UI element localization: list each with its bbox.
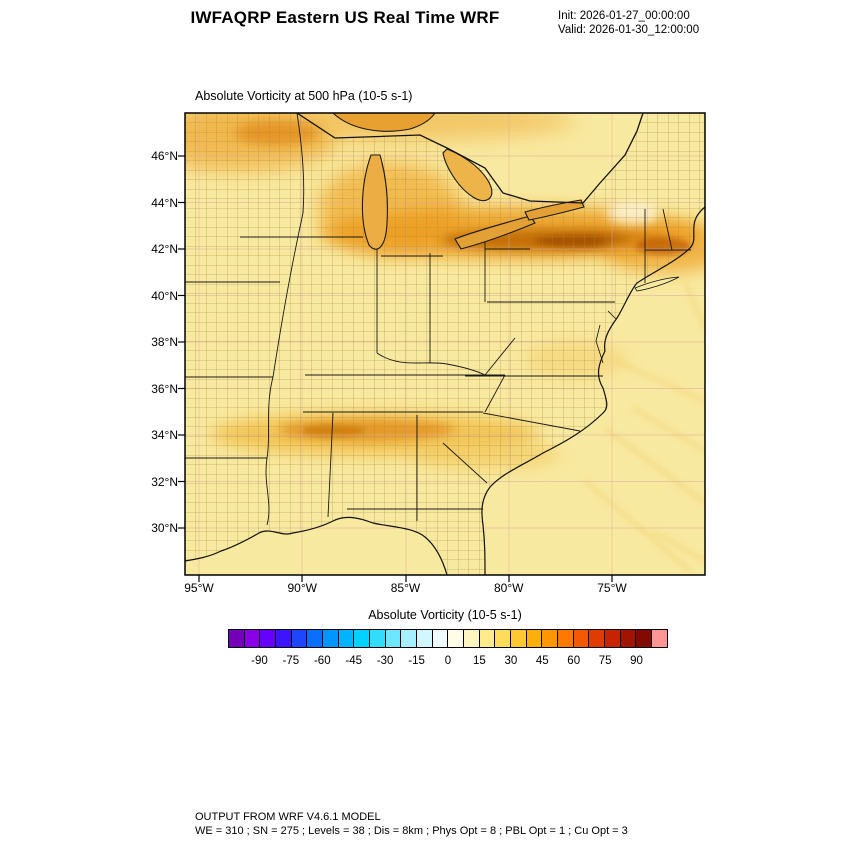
colorbar-segment bbox=[400, 630, 417, 647]
colorbar-tick-label: -30 bbox=[376, 655, 394, 667]
longitude-tick-label: 95°W bbox=[184, 581, 214, 595]
footer: OUTPUT FROM WRF V4.6.1 MODEL WE = 310 ; … bbox=[195, 810, 628, 838]
gulf-coastline bbox=[184, 516, 448, 576]
ocean-vorticity-streaks bbox=[584, 282, 705, 573]
longitude-tick-label: 75°W bbox=[597, 581, 627, 595]
longitude-tick-label: 80°W bbox=[494, 581, 524, 595]
latitude-tick-label: 40°N bbox=[151, 288, 178, 303]
colorbar-segment bbox=[243, 630, 260, 647]
colorbar-tick-label: -60 bbox=[313, 655, 331, 667]
colorbar-segment bbox=[369, 630, 385, 647]
colorbar-tick-label: -75 bbox=[282, 655, 300, 667]
run-info: Init: 2026-01-27_00:00:00 Valid: 2026-01… bbox=[558, 9, 699, 37]
colorbar-segment bbox=[306, 630, 323, 647]
colorbar-segment bbox=[463, 630, 479, 647]
colorbar-segment bbox=[494, 630, 511, 647]
colorbar-segment bbox=[431, 630, 448, 647]
latitude-tick-label: 32°N bbox=[151, 474, 178, 489]
colorbar-tick-label: 90 bbox=[630, 655, 643, 667]
plot-title: Absolute Vorticity at 500 hPa (10-5 s-1) bbox=[195, 89, 413, 103]
colorbar-segment bbox=[337, 630, 354, 647]
colorbar-segment bbox=[525, 630, 542, 647]
page-title: IWFAQRP Eastern US Real Time WRF bbox=[190, 8, 500, 27]
colorbar-segment bbox=[384, 630, 401, 647]
colorbar-segment bbox=[588, 630, 605, 647]
lake-ontario bbox=[524, 199, 585, 221]
colorbar-segment bbox=[322, 630, 338, 647]
colorbar-segment bbox=[416, 630, 432, 647]
long-island bbox=[634, 276, 680, 292]
lake-michigan bbox=[361, 154, 388, 250]
bay-inlets bbox=[595, 310, 617, 364]
colorbar-segment bbox=[510, 630, 526, 647]
colorbar-tick-label: 60 bbox=[567, 655, 581, 667]
colorbar-tick-label: -45 bbox=[345, 655, 363, 667]
axis-tick-marks bbox=[178, 155, 613, 582]
colorbar-segment bbox=[229, 630, 244, 647]
latitude-tick-label: 30°N bbox=[151, 521, 178, 535]
state-boundaries bbox=[185, 112, 691, 526]
colorbar-segment bbox=[604, 630, 620, 647]
init-time-label: Init: 2026-01-27_00:00:00 bbox=[558, 10, 690, 22]
colorbar-tick-label: 0 bbox=[444, 655, 452, 667]
colorbar-tick-label: -15 bbox=[408, 655, 425, 667]
colorbar-segment bbox=[478, 630, 495, 647]
colorbar-segment bbox=[259, 630, 276, 647]
great-lakes bbox=[331, 112, 585, 250]
latitude-tick-label: 44°N bbox=[151, 195, 178, 210]
colorbar-segment bbox=[275, 630, 291, 647]
colorbar-segment bbox=[557, 630, 573, 647]
colorbar-segment bbox=[541, 630, 558, 647]
longitude-axis: 95°W 90°W 85°W 80°W 75°W bbox=[184, 581, 705, 597]
footer-model-line: OUTPUT FROM WRF V4.6.1 MODEL bbox=[195, 811, 381, 823]
latitude-tick-label: 36°N bbox=[151, 381, 178, 396]
lake-superior bbox=[331, 112, 437, 132]
lake-huron bbox=[442, 148, 493, 202]
colorbar-segment bbox=[353, 630, 370, 647]
latitude-tick-label: 34°N bbox=[151, 428, 178, 442]
colorbar-segment bbox=[290, 630, 307, 647]
atlantic-coastline bbox=[481, 206, 706, 576]
map-canvas bbox=[178, 112, 706, 582]
colorbar-tick-label: 30 bbox=[504, 655, 518, 667]
colorbar-segment bbox=[651, 630, 667, 647]
colorbar-segment bbox=[572, 630, 589, 647]
latitude-axis: 46°N 44°N 42°N 40°N 38°N 36°N 34°N 32°N 30°N bbox=[136, 113, 178, 575]
footer-config-line: WE = 310 ; SN = 275 ; Levels = 38 ; Dis … bbox=[195, 825, 628, 837]
colorbar-title: Absolute Vorticity (10-5 s-1) bbox=[368, 608, 522, 622]
latitude-tick-label: 42°N bbox=[151, 242, 178, 256]
latitude-tick-label: 38°N bbox=[151, 335, 178, 349]
colorbar-segment bbox=[619, 630, 636, 647]
colorbar-segment bbox=[635, 630, 652, 647]
valid-time-label: Valid: 2026-01-30_12:00:00 bbox=[558, 24, 700, 36]
colorbar-tick-label: 45 bbox=[535, 655, 549, 667]
colorbar-ticks: -90 -75 -60 -45 -30 -15 0 15 30 45 60 75 90 bbox=[228, 655, 668, 671]
map-frame bbox=[184, 112, 706, 576]
latitude-tick-label: 46°N bbox=[151, 149, 178, 163]
us-canada-border bbox=[296, 112, 644, 204]
colorbar-segment bbox=[447, 630, 464, 647]
colorbar-tick-label: -90 bbox=[251, 655, 268, 667]
colorbar bbox=[228, 629, 668, 648]
longitude-tick-label: 90°W bbox=[287, 581, 317, 595]
colorbar-tick-label: 15 bbox=[473, 655, 486, 667]
longitude-tick-label: 85°W bbox=[390, 581, 421, 595]
lake-erie bbox=[454, 215, 536, 250]
colorbar-tick-label: 75 bbox=[598, 655, 612, 667]
